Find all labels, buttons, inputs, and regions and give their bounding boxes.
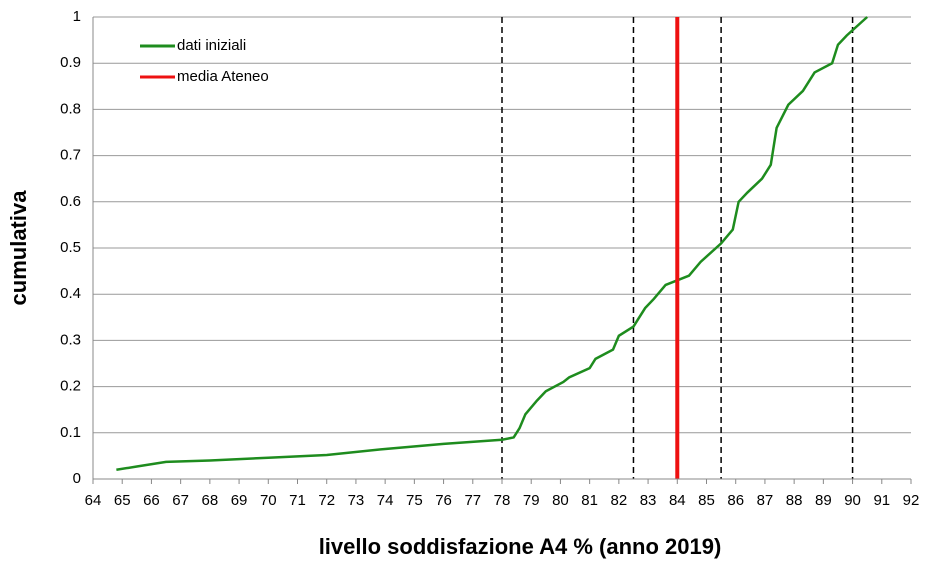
y-tick-label: 0.4	[60, 285, 81, 302]
y-tick-label: 0.3	[60, 331, 81, 348]
x-tick-label: 77	[464, 492, 481, 509]
x-tick-label: 73	[348, 492, 365, 509]
x-axis-title: livello soddisfazione A4 % (anno 2019)	[319, 534, 722, 559]
x-tick-label: 79	[523, 492, 540, 509]
x-tick-label: 66	[143, 492, 160, 509]
x-tick-label: 87	[757, 492, 774, 509]
data-line	[116, 16, 869, 471]
x-tick-label: 86	[727, 492, 744, 509]
y-tick-label: 0.6	[60, 193, 81, 210]
y-tick-label: 0.7	[60, 147, 81, 164]
x-tick-label: 64	[85, 492, 102, 509]
y-tick-label: 1	[73, 8, 81, 25]
x-tick-label: 89	[815, 492, 832, 509]
x-tick-label: 74	[377, 492, 394, 509]
x-tick-label: 71	[289, 492, 306, 509]
legend-label: media Ateneo	[177, 68, 269, 85]
x-tick-label: 70	[260, 492, 277, 509]
x-tick-label: 84	[669, 492, 686, 509]
x-tick-label: 81	[581, 492, 598, 509]
x-tick-label: 67	[172, 492, 189, 509]
x-tick-label: 76	[435, 492, 452, 509]
x-tick-label: 78	[494, 492, 511, 509]
x-tick-label: 83	[640, 492, 657, 509]
x-tick-label: 92	[903, 492, 920, 509]
y-tick-label: 0.5	[60, 239, 81, 256]
x-tick-label: 80	[552, 492, 569, 509]
x-tick-label: 82	[611, 492, 628, 509]
x-tick-label: 69	[231, 492, 248, 509]
x-tick-label: 91	[873, 492, 890, 509]
y-tick-label: 0	[73, 470, 81, 487]
legend-label: dati iniziali	[177, 37, 246, 54]
y-tick-label: 0.1	[60, 424, 81, 441]
x-tick-label: 88	[786, 492, 803, 509]
x-tick-label: 75	[406, 492, 423, 509]
y-tick-label: 0.9	[60, 54, 81, 71]
x-tick-label: 72	[318, 492, 335, 509]
y-tick-label: 0.8	[60, 100, 81, 117]
x-tick-label: 65	[114, 492, 131, 509]
x-tick-label: 85	[698, 492, 715, 509]
x-tick-label: 90	[844, 492, 861, 509]
y-tick-label: 0.2	[60, 378, 81, 395]
x-tick-label: 68	[202, 492, 219, 509]
y-axis-title: cumulativa	[6, 190, 31, 306]
